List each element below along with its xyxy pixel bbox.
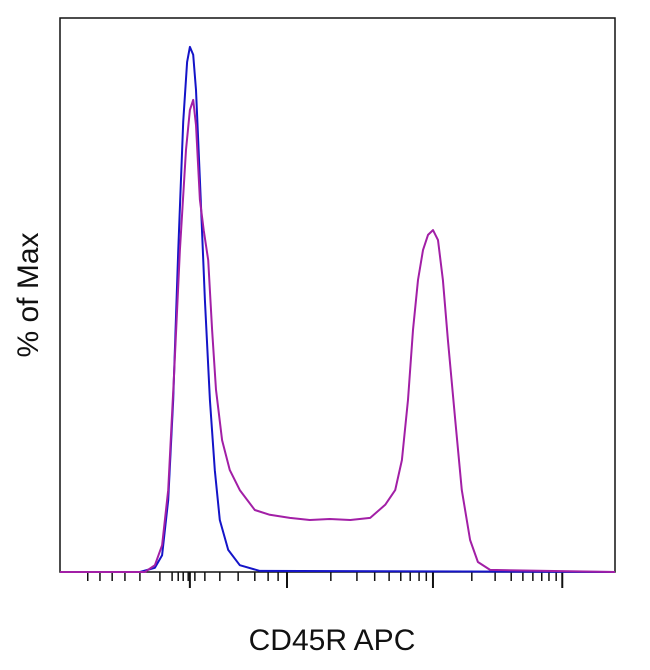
histogram-line (60, 98, 616, 573)
x-axis-label: CD45R APC (249, 624, 416, 657)
y-axis-label: % of Max (12, 232, 45, 357)
histogram-line (60, 45, 616, 573)
plot-frame (59, 17, 616, 573)
